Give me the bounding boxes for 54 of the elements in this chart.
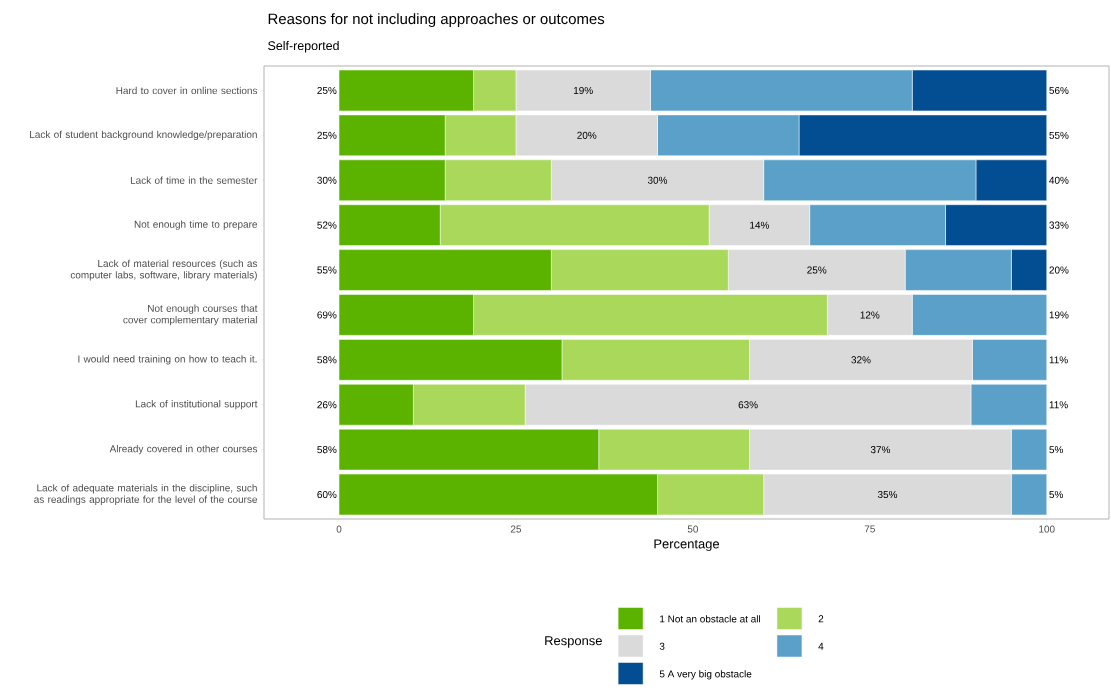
x-tick-label: 50: [687, 525, 699, 533]
annotation: 35%: [877, 491, 898, 499]
annotation: 26%: [317, 401, 337, 409]
y-tick-label: Lack of institutional support: [135, 400, 258, 410]
annotation: 32%: [851, 356, 871, 364]
annotation: 60%: [317, 491, 337, 499]
annotation: 20%: [577, 131, 597, 139]
x-tick-label: 25: [510, 525, 522, 533]
legend-label: 4: [818, 642, 824, 650]
chart-subtitle: Self-reported: [268, 40, 339, 53]
y-tick-label: Hard to cover in online sections: [116, 86, 258, 95]
annotation: 30%: [647, 176, 668, 184]
x-tick-label: 100: [1039, 525, 1055, 533]
annotation: 40%: [1049, 176, 1069, 184]
legend-label: 2: [818, 615, 824, 623]
y-tick-label: Lack of student background knowledge/preparation: [30, 130, 257, 140]
y-tick-label: Not enough time to prepare: [134, 220, 258, 230]
legend-label: 5 A very big obstacle: [659, 670, 752, 680]
annotation: 25%: [317, 131, 337, 139]
annotation: 69%: [317, 311, 337, 319]
y-tick-label: Lack of material resources (such as computer labs, software, library materials): [70, 259, 258, 281]
annotation: 5%: [1049, 491, 1063, 499]
x-tick-label: 75: [864, 525, 875, 533]
annotation: 52%: [317, 221, 337, 229]
y-tick-label: Not enough courses that cover complementary material: [123, 304, 258, 326]
annotation: 11%: [1049, 356, 1068, 364]
annotation: 58%: [317, 446, 337, 454]
annotation: 19%: [573, 86, 593, 94]
chart-title: Reasons for not including approaches or outcomes: [268, 13, 605, 28]
annotation: 55%: [1049, 131, 1069, 139]
legend-label: 1 Not an obstacle at all: [660, 615, 761, 623]
y-tick-label: Lack of adequate materials in the discipline, such as readings appropriate for the level of the course: [34, 484, 257, 505]
legend-label: 3: [659, 642, 665, 650]
annotation: 56%: [1049, 86, 1069, 94]
x-tick-label: 0: [336, 525, 342, 533]
annotation: 58%: [317, 356, 337, 364]
y-tick-label: Already covered in other courses: [109, 444, 258, 455]
annotation: 14%: [750, 221, 770, 229]
annotation: 55%: [317, 266, 337, 274]
annotation: 33%: [1049, 221, 1069, 229]
x-axis-title: Percentage: [654, 539, 720, 552]
annotation: 37%: [870, 446, 891, 454]
annotation: 25%: [317, 86, 337, 94]
annotation: 12%: [860, 311, 880, 319]
annotation: 30%: [317, 176, 337, 184]
y-tick-label: I would need training on how to teach it.: [78, 355, 257, 365]
annotation: 19%: [1049, 311, 1069, 319]
annotation: 63%: [738, 401, 758, 409]
annotation: 20%: [1049, 266, 1069, 274]
y-tick-label: Lack of time in the semester: [130, 176, 258, 184]
annotation: 11%: [1049, 401, 1068, 409]
legend-title: Response: [545, 636, 602, 648]
annotation: 25%: [807, 266, 827, 274]
annotation: 5%: [1049, 446, 1063, 454]
